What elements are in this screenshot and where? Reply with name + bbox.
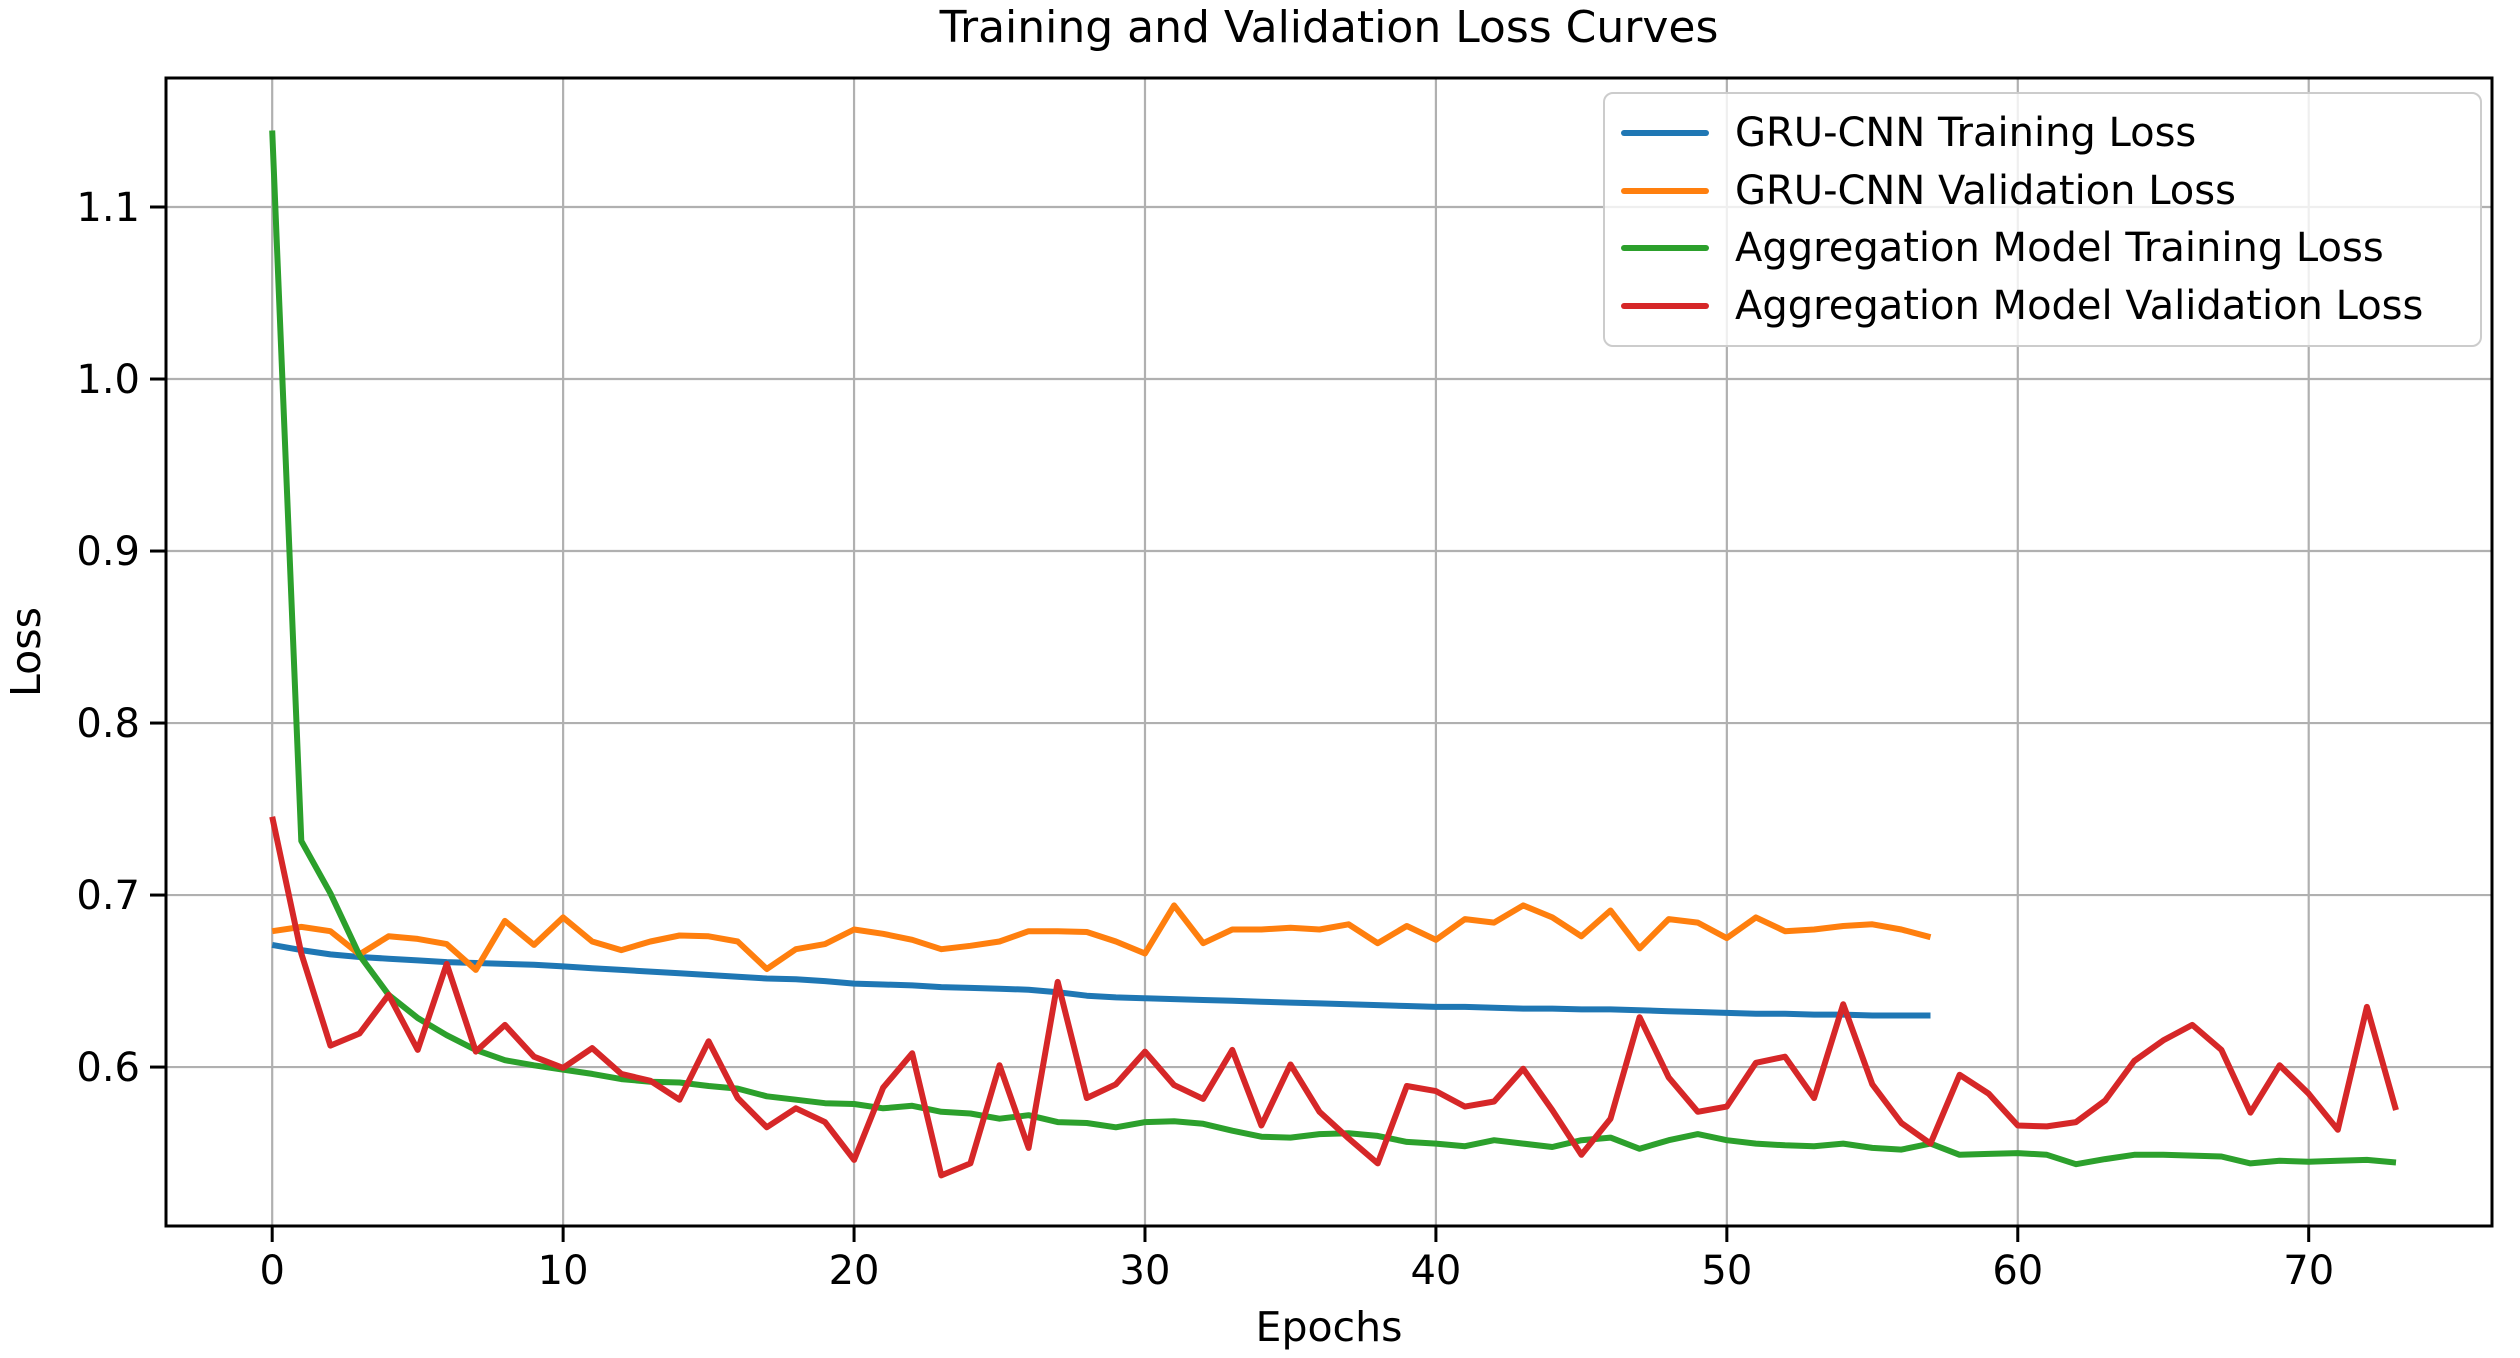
y-tick-label: 0.6 (76, 1045, 140, 1091)
legend-swatch-blue-line-icon (1621, 129, 1709, 136)
legend-swatch-red-line-icon (1621, 303, 1709, 310)
x-tick-label: 60 (1992, 1248, 2043, 1294)
legend-item: GRU-CNN Training Loss (1621, 104, 2462, 162)
plot-frame (164, 76, 2494, 1228)
legend-label: Aggregation Model Training Loss (1735, 225, 2384, 272)
legend-item: GRU-CNN Validation Loss (1621, 162, 2462, 220)
chart-title: Training and Validation Loss Curves (939, 2, 1719, 53)
x-tick-label: 70 (2283, 1248, 2334, 1294)
y-tick-label: 0.9 (76, 529, 140, 575)
tick-layer: 0.6 0.7 0.8 0.9 1.0 1.1 0 10 20 30 40 50 60 70 (76, 185, 2334, 1294)
legend-item: Aggregation Model Validation Loss (1621, 277, 2462, 335)
x-tick-label: 30 (1120, 1248, 1171, 1294)
x-tick-label: 20 (829, 1248, 880, 1294)
series-line-gru-cnn-training-loss (271, 941, 1931, 1019)
x-tick-label: 10 (538, 1248, 589, 1294)
series-line-gru-cnn-validation-loss (271, 902, 1932, 973)
legend-label: GRU-CNN Validation Loss (1735, 167, 2236, 214)
x-tick-label: 50 (1701, 1248, 1752, 1294)
y-tick-label: 1.0 (76, 357, 140, 403)
legend-label: Aggregation Model Validation Loss (1735, 283, 2424, 330)
legend-label: GRU-CNN Training Loss (1735, 109, 2197, 156)
x-tick-label: 40 (1410, 1248, 1461, 1294)
y-axis-label: Loss (2, 607, 50, 697)
series-line-aggregation-model-validation-loss (269, 816, 2399, 1179)
x-axis-label: Epochs (1256, 1303, 1403, 1351)
legend-item: Aggregation Model Training Loss (1621, 220, 2462, 278)
legend-swatch-orange-line-icon (1621, 187, 1709, 194)
series-layer (269, 130, 2399, 1179)
legend-swatch-green-line-icon (1621, 245, 1709, 252)
y-tick-label: 1.1 (76, 185, 140, 231)
x-tick-label: 0 (259, 1248, 284, 1294)
legend: GRU-CNN Training Loss GRU-CNN Validation… (1603, 92, 2482, 347)
y-tick-label: 0.7 (76, 873, 140, 919)
y-tick-label: 0.8 (76, 701, 140, 747)
series-line-aggregation-model-training-loss (269, 130, 2397, 1168)
